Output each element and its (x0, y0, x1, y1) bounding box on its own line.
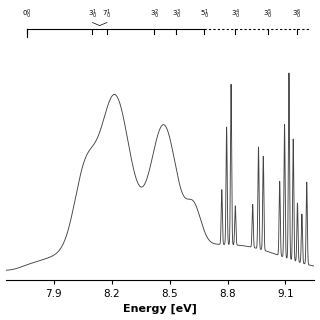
X-axis label: Energy [eV]: Energy [eV] (123, 304, 197, 315)
Text: $3^4_0$: $3^4_0$ (231, 8, 240, 21)
Text: $3^6_0$: $3^6_0$ (292, 8, 302, 21)
Text: $7^1_0$: $7^1_0$ (102, 8, 112, 21)
Text: $3^3_0$: $3^3_0$ (172, 8, 181, 21)
Text: $3^1_0$: $3^1_0$ (88, 8, 97, 21)
Text: $5^1_0$: $5^1_0$ (200, 8, 209, 21)
Text: $3^5_0$: $3^5_0$ (263, 8, 273, 21)
Text: $3^2_0$: $3^2_0$ (149, 8, 159, 21)
Text: $0^0_0$: $0^0_0$ (22, 8, 32, 21)
